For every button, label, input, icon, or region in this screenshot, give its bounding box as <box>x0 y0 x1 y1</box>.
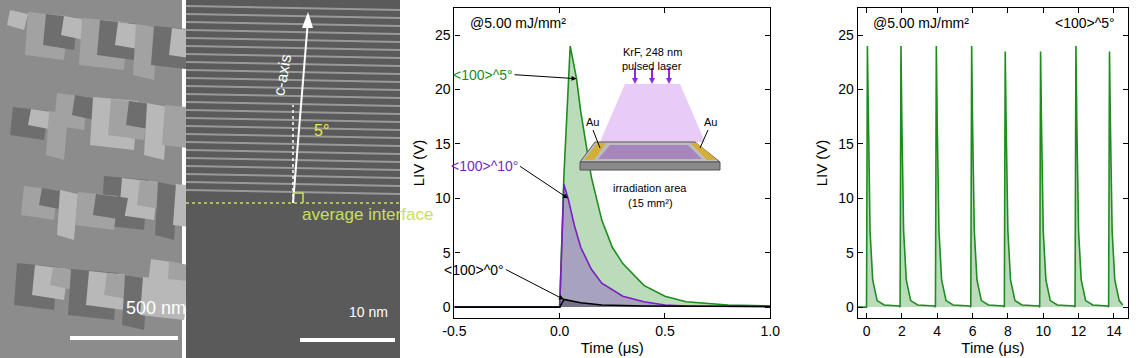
svg-text:5: 5 <box>443 245 451 261</box>
svg-text:10: 10 <box>435 190 451 206</box>
svg-text:<100>^5°: <100>^5° <box>453 67 513 83</box>
svg-text:0.0: 0.0 <box>550 323 570 339</box>
svg-text:0: 0 <box>863 323 871 339</box>
svg-text:6: 6 <box>969 323 977 339</box>
svg-text:1.0: 1.0 <box>760 323 780 339</box>
svg-text:15: 15 <box>838 136 854 152</box>
svg-text:pulsed laser: pulsed laser <box>622 60 682 72</box>
svg-text:<100>^0°: <100>^0° <box>444 262 504 278</box>
svg-text:Au: Au <box>586 116 599 128</box>
svg-text:4: 4 <box>933 323 941 339</box>
svg-text:Au: Au <box>704 116 717 128</box>
svg-text:KrF, 248 nm: KrF, 248 nm <box>623 46 682 58</box>
svg-text:25: 25 <box>838 27 854 43</box>
svg-text:LIV (V): LIV (V) <box>813 140 830 187</box>
svg-text:10: 10 <box>1035 323 1051 339</box>
svg-text:0: 0 <box>443 299 451 315</box>
svg-text:c-axis: c-axis <box>270 53 294 97</box>
svg-text:500 nm: 500 nm <box>126 298 186 318</box>
svg-text:5: 5 <box>846 245 854 261</box>
svg-text:10 nm: 10 nm <box>349 304 388 320</box>
svg-text:8: 8 <box>1004 323 1012 339</box>
svg-text:20: 20 <box>838 81 854 97</box>
svg-text:5°: 5° <box>314 122 329 139</box>
svg-text:average interface: average interface <box>302 205 433 224</box>
svg-text:<100>^5°: <100>^5° <box>1055 15 1115 31</box>
svg-text:irradiation area: irradiation area <box>613 182 687 194</box>
svg-text:(15 mm²): (15 mm²) <box>628 197 673 209</box>
svg-text:@5.00 mJ/mm²: @5.00 mJ/mm² <box>873 15 969 31</box>
svg-text:14: 14 <box>1106 323 1122 339</box>
svg-text:10: 10 <box>838 190 854 206</box>
svg-text:20: 20 <box>435 81 451 97</box>
svg-text:@5.00 mJ/mm²: @5.00 mJ/mm² <box>470 15 566 31</box>
svg-text:0: 0 <box>846 299 854 315</box>
svg-text:<100>^10°: <100>^10° <box>451 158 518 174</box>
svg-text:LIV (V): LIV (V) <box>410 140 427 187</box>
svg-text:Time (μs): Time (μs) <box>581 339 644 356</box>
svg-text:0.5: 0.5 <box>655 323 675 339</box>
svg-text:15: 15 <box>435 136 451 152</box>
svg-text:-0.5: -0.5 <box>442 323 466 339</box>
svg-text:25: 25 <box>435 27 451 43</box>
svg-text:Time (μs): Time (μs) <box>961 339 1024 356</box>
svg-text:2: 2 <box>898 323 906 339</box>
svg-text:12: 12 <box>1071 323 1087 339</box>
